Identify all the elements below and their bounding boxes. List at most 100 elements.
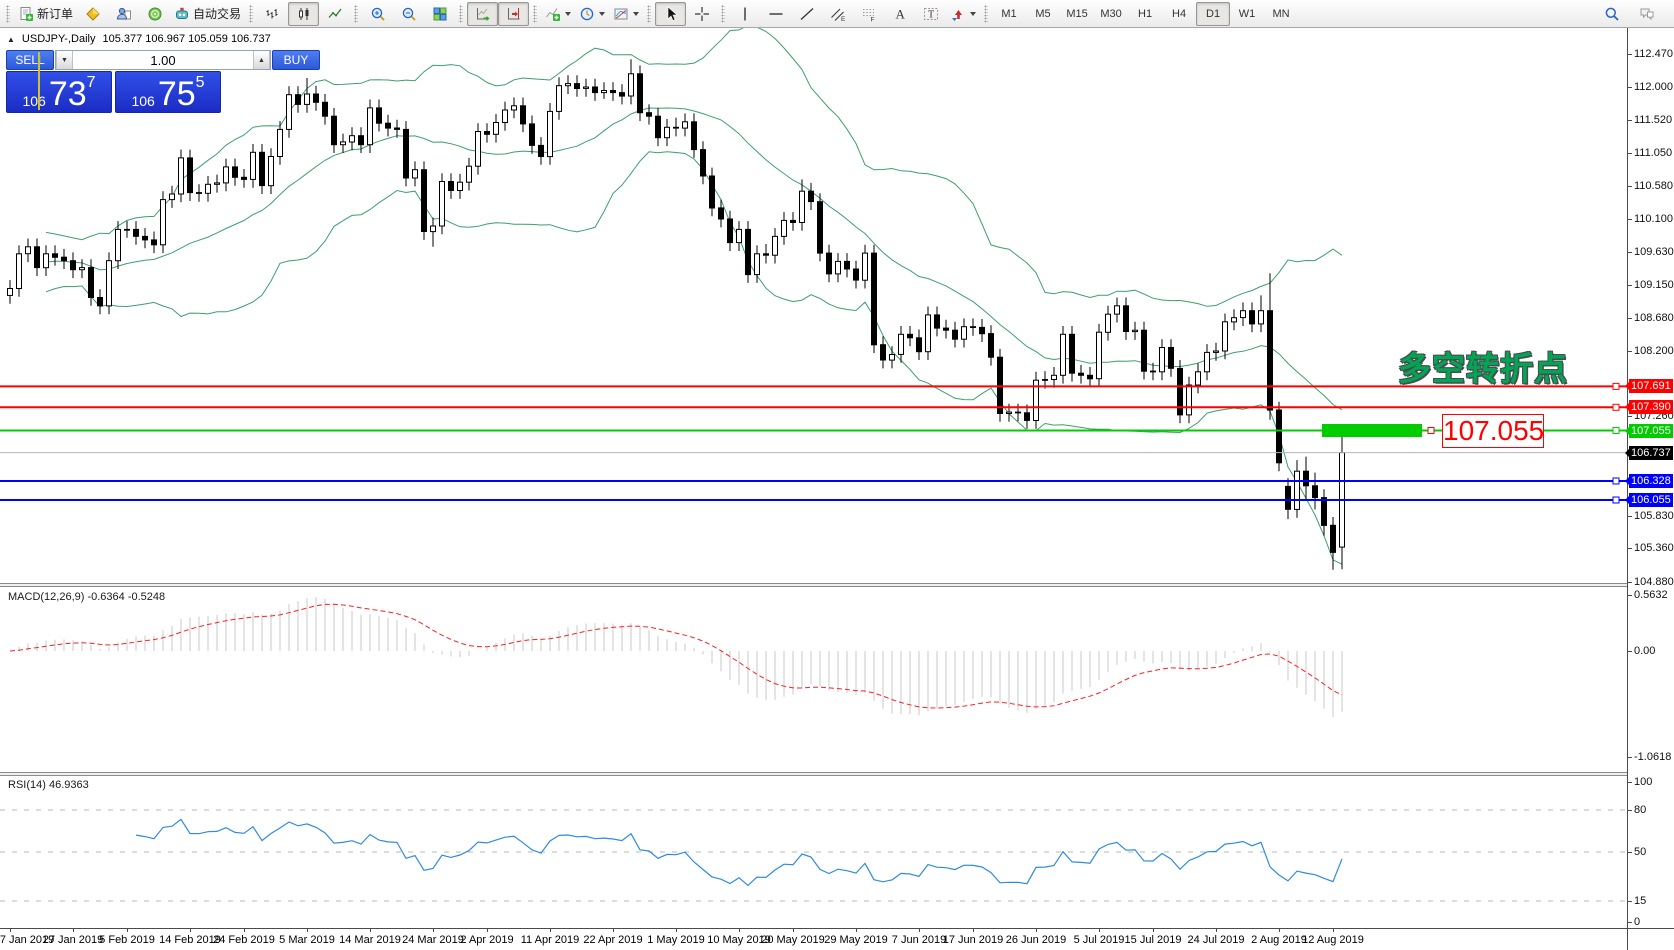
- line-chart-button[interactable]: [319, 2, 350, 26]
- auto-scroll-button[interactable]: [467, 1, 499, 26]
- periods-button[interactable]: [575, 2, 609, 26]
- hline-106.055[interactable]: [0, 496, 1627, 504]
- horizontal-line-button[interactable]: [760, 2, 791, 26]
- fibonacci-button[interactable]: F: [853, 2, 884, 26]
- price-tick: 108.200: [1628, 345, 1674, 357]
- zoom-in-button[interactable]: [362, 2, 393, 26]
- rsi-line: [135, 818, 1343, 887]
- time-tick: [1216, 929, 1217, 932]
- timeframe-m1-button[interactable]: M1: [992, 2, 1026, 26]
- annotation-text[interactable]: 多空转折点: [1398, 350, 1568, 387]
- timeframe-h4-button[interactable]: H4: [1162, 2, 1196, 26]
- equidistant-channel-button[interactable]: E: [822, 2, 853, 26]
- crosshair-button[interactable]: [686, 2, 717, 26]
- templates-button[interactable]: [609, 2, 643, 26]
- arrows-button[interactable]: [946, 2, 980, 26]
- macd-tick: -1.0618: [1627, 751, 1672, 763]
- trendline-button[interactable]: [791, 2, 822, 26]
- text-button[interactable]: A: [884, 2, 915, 26]
- rsi-tick: 100: [1627, 776, 1653, 788]
- time-label: 5 Mar 2019: [279, 934, 335, 946]
- price-tick: 104.880: [1628, 576, 1674, 588]
- highlight-rect[interactable]: [1322, 424, 1422, 437]
- metaeditor-button[interactable]: [77, 2, 108, 26]
- dropdown-caret-icon[interactable]: [970, 11, 977, 16]
- price-tick: 108.680: [1628, 312, 1674, 324]
- cursor-button[interactable]: [655, 1, 687, 26]
- macd-signal-line: [9, 603, 1343, 709]
- main-chart-pane[interactable]: [0, 28, 1627, 583]
- timeframe-m5-button[interactable]: M5: [1026, 2, 1060, 26]
- bollinger-lower[interactable]: [45, 151, 1343, 565]
- toolbar-grip: [984, 4, 989, 23]
- indicators-list-button[interactable]: [541, 2, 575, 26]
- periods-icon: [579, 6, 595, 22]
- candlesticks[interactable]: [7, 59, 1345, 570]
- hline-106.328[interactable]: [0, 477, 1627, 485]
- timeframe-h1-button[interactable]: H1: [1128, 2, 1162, 26]
- zoom-out-button[interactable]: [393, 2, 424, 26]
- rsi-pane[interactable]: [0, 776, 1627, 928]
- sell-price-button[interactable]: 106 73 7: [6, 71, 112, 113]
- pane-divider[interactable]: [0, 772, 1674, 776]
- price-axis[interactable]: 112.470 112.000 111.520 111.050 110.580 110.1…: [1625, 28, 1674, 950]
- candlestick-chart-button[interactable]: [288, 1, 320, 26]
- time-label: 24 Feb 2019: [213, 934, 275, 946]
- toolbar-grip: [721, 4, 726, 23]
- vertical-line-button[interactable]: [729, 2, 760, 26]
- pane-divider[interactable]: [0, 583, 1674, 587]
- buy-price-button[interactable]: 106 75 5: [115, 71, 221, 113]
- timeframe-mn-button[interactable]: MN: [1264, 2, 1298, 26]
- bar-chart-button[interactable]: [257, 2, 288, 26]
- svg-text:A: A: [895, 6, 905, 21]
- volume-input[interactable]: [73, 51, 253, 69]
- text-label-button[interactable]: T: [915, 2, 946, 26]
- profiles-button[interactable]: [108, 2, 139, 26]
- time-label: 15 Jul 2019: [1124, 934, 1182, 946]
- indicators-icon: [545, 6, 561, 22]
- line-chart-icon: [327, 6, 343, 22]
- toolbar-grip: [647, 4, 652, 23]
- autotrading-button[interactable]: 自动交易: [170, 2, 245, 26]
- time-label: 11 Apr 2019: [520, 934, 580, 946]
- price-tick: 105.360: [1628, 542, 1674, 554]
- price-flag-label[interactable]: 107.055: [1442, 414, 1545, 448]
- collapse-toggle-icon[interactable]: ▲: [7, 34, 15, 44]
- navigator-icon: [147, 6, 163, 22]
- bollinger-middle[interactable]: [45, 107, 1343, 411]
- hline-107.390[interactable]: [0, 403, 1627, 411]
- buy-price-base: 106: [131, 92, 155, 109]
- search-button[interactable]: [1596, 2, 1627, 26]
- dropdown-caret-icon[interactable]: [633, 11, 640, 16]
- tile-windows-button[interactable]: [424, 2, 455, 26]
- time-tick: [1279, 929, 1280, 932]
- profiles-icon: [116, 6, 132, 22]
- chat-button[interactable]: [1631, 2, 1662, 26]
- volume-decrease-button[interactable]: ▼: [56, 51, 73, 69]
- time-label: 5 Feb 2019: [99, 934, 155, 946]
- hline-107.691[interactable]: [0, 382, 1627, 390]
- volume-increase-button[interactable]: ▲: [253, 51, 270, 69]
- buy-button[interactable]: BUY: [272, 50, 320, 70]
- time-tick: [856, 929, 857, 932]
- vertical-line-object[interactable]: [38, 52, 40, 110]
- bollinger-upper[interactable]: [45, 28, 1343, 307]
- sell-button[interactable]: SELL: [6, 50, 54, 70]
- dropdown-caret-icon[interactable]: [599, 11, 606, 16]
- rsi-tick: 50: [1627, 846, 1647, 858]
- timeframe-m15-button[interactable]: M15: [1060, 2, 1094, 26]
- new-order-label: 新订单: [37, 7, 74, 21]
- candlestick-chart-icon: [296, 6, 312, 22]
- chart-shift-button[interactable]: [498, 1, 530, 26]
- timeframe-m5-label: M5: [1035, 7, 1051, 20]
- macd-pane[interactable]: [0, 587, 1627, 772]
- time-tick: [190, 929, 191, 932]
- new-order-button[interactable]: 新订单: [14, 2, 77, 26]
- timeframe-w1-button[interactable]: W1: [1230, 2, 1264, 26]
- navigator-button[interactable]: [139, 2, 170, 26]
- timeframe-d1-button[interactable]: D1: [1196, 1, 1231, 26]
- price-badge-107.055: 107.055: [1625, 424, 1673, 438]
- dropdown-caret-icon[interactable]: [565, 11, 572, 16]
- timeframe-m30-button[interactable]: M30: [1094, 2, 1128, 26]
